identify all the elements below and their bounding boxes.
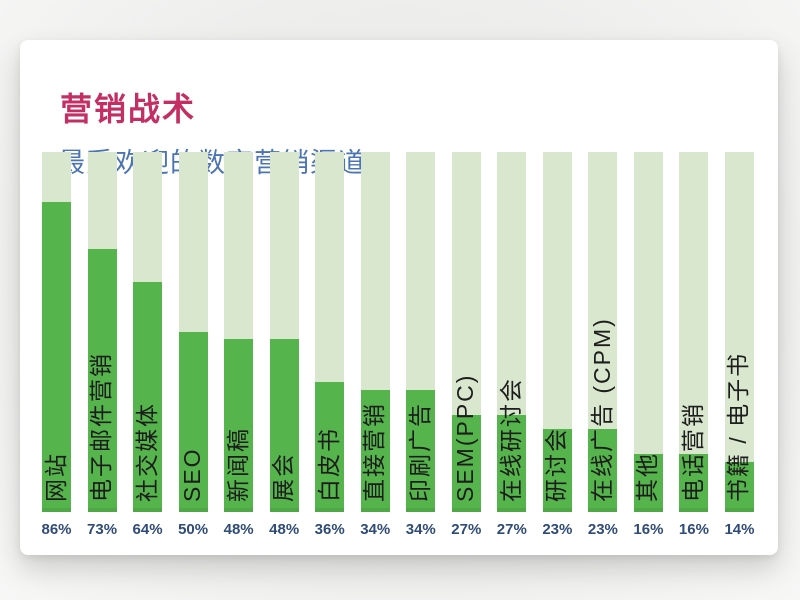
- bar-column: 网站 86%: [41, 152, 72, 538]
- bar-column: 社交媒体 64%: [133, 152, 163, 538]
- bar-fill: [224, 339, 254, 512]
- bar-column: 研讨会 23%: [542, 152, 572, 538]
- bar-column: 新闻稿 48%: [224, 152, 254, 538]
- bar-label: 在线研讨会: [497, 377, 524, 502]
- bar-percent: 86%: [41, 521, 72, 538]
- bar-column: 电话营销 16%: [679, 152, 709, 538]
- bar-column: SEM(PPC) 27%: [451, 152, 481, 538]
- bar-track: 在线广告 (CPM): [588, 152, 618, 512]
- bar-label: 社交媒体: [133, 402, 160, 502]
- bar-track: 印刷广告: [406, 152, 436, 512]
- bar-track: 网站: [42, 152, 71, 512]
- bar-percent: 27%: [451, 521, 482, 538]
- bar-fill: [406, 389, 436, 512]
- bar-track: SEM(PPC): [451, 152, 481, 512]
- bar-percent: 34%: [360, 521, 391, 538]
- bar-fill: [542, 429, 572, 512]
- bar-label: 白皮书: [315, 427, 342, 502]
- bar-column: 展会 48%: [269, 152, 299, 538]
- bar-percent: 48%: [223, 521, 254, 538]
- bar-percent: 48%: [269, 521, 300, 538]
- bar-label: 印刷广告: [406, 402, 433, 502]
- bar-label: 展会: [270, 452, 297, 502]
- bar-column: 在线研讨会 27%: [497, 152, 527, 538]
- bar-label: 书籍 / 电子书: [725, 351, 752, 502]
- bar-fill: [588, 429, 618, 512]
- bar-column: 印刷广告 34%: [406, 152, 436, 538]
- bar-fill: [178, 332, 208, 512]
- bar-label: 电子邮件营销: [88, 352, 115, 502]
- bar-track: 社交媒体: [133, 152, 163, 512]
- bar-percent: 23%: [587, 521, 618, 538]
- bar-fill: [679, 454, 709, 512]
- bar-track: 在线研讨会: [497, 152, 527, 512]
- bar-track: SEO: [178, 152, 208, 512]
- bar-track: 研讨会: [542, 152, 572, 512]
- page-title: 营销战术: [60, 91, 197, 127]
- bar-percent: 64%: [132, 521, 163, 538]
- bar-column: SEO 50%: [178, 152, 208, 538]
- bar-track: 直接营销: [360, 152, 390, 512]
- bar-fill: [269, 339, 299, 512]
- bar-fill: [42, 202, 71, 512]
- bar-percent: 23%: [542, 521, 573, 538]
- bar-column: 白皮书 36%: [315, 152, 345, 538]
- bar-fill: [451, 414, 481, 512]
- bar-chart: 网站 86% 电子邮件营销 73% 社交媒体 64% SEO 50% 新闻稿 48% 展会 48% 白皮…: [41, 152, 754, 538]
- bar-column: 电子邮件营销 73%: [87, 152, 117, 538]
- bar-label: 电话营销: [679, 402, 706, 502]
- bar-fill: [724, 461, 754, 512]
- bar-track: 展会: [269, 152, 299, 512]
- bar-track: 新闻稿: [224, 152, 254, 512]
- bar-track: 电子邮件营销: [87, 152, 117, 512]
- bar-fill: [360, 389, 390, 512]
- bar-column: 书籍 / 电子书 14%: [724, 152, 754, 538]
- bar-percent: 34%: [405, 521, 436, 538]
- bar-percent: 14%: [724, 521, 755, 538]
- bar-column: 其他 16%: [633, 152, 663, 538]
- slide-card: 营销战术 最受欢迎的数字营销渠道 网站 86% 电子邮件营销 73% 社交媒体 64% SE…: [20, 40, 778, 555]
- bar-label: SEM(PPC): [452, 373, 479, 502]
- bar-label: 新闻稿: [224, 427, 251, 502]
- bar-track: 电话营销: [679, 152, 709, 512]
- bar-track: 白皮书: [315, 152, 345, 512]
- bar-track: 其他: [633, 152, 663, 512]
- bar-label: 网站: [42, 452, 69, 502]
- bar-label: 直接营销: [361, 402, 388, 502]
- bar-fill: [497, 414, 527, 512]
- bar-fill: [133, 281, 163, 512]
- bar-column: 直接营销 34%: [360, 152, 390, 538]
- bar-fill: [87, 249, 117, 512]
- bar-fill: [633, 454, 663, 512]
- bar-fill: [315, 382, 345, 512]
- bar-percent: 16%: [678, 521, 709, 538]
- bar-percent: 16%: [633, 521, 664, 538]
- bar-label: 研讨会: [543, 427, 570, 502]
- bar-column: 在线广告 (CPM) 23%: [588, 152, 618, 538]
- bar-percent: 50%: [178, 521, 209, 538]
- bar-percent: 73%: [87, 521, 118, 538]
- bar-label: 其他: [634, 452, 661, 502]
- bar-percent: 27%: [496, 521, 527, 538]
- bar-track: 书籍 / 电子书: [724, 152, 754, 512]
- bar-label: 在线广告 (CPM): [588, 317, 615, 502]
- bar-label: SEO: [179, 447, 206, 502]
- bar-percent: 36%: [314, 521, 345, 538]
